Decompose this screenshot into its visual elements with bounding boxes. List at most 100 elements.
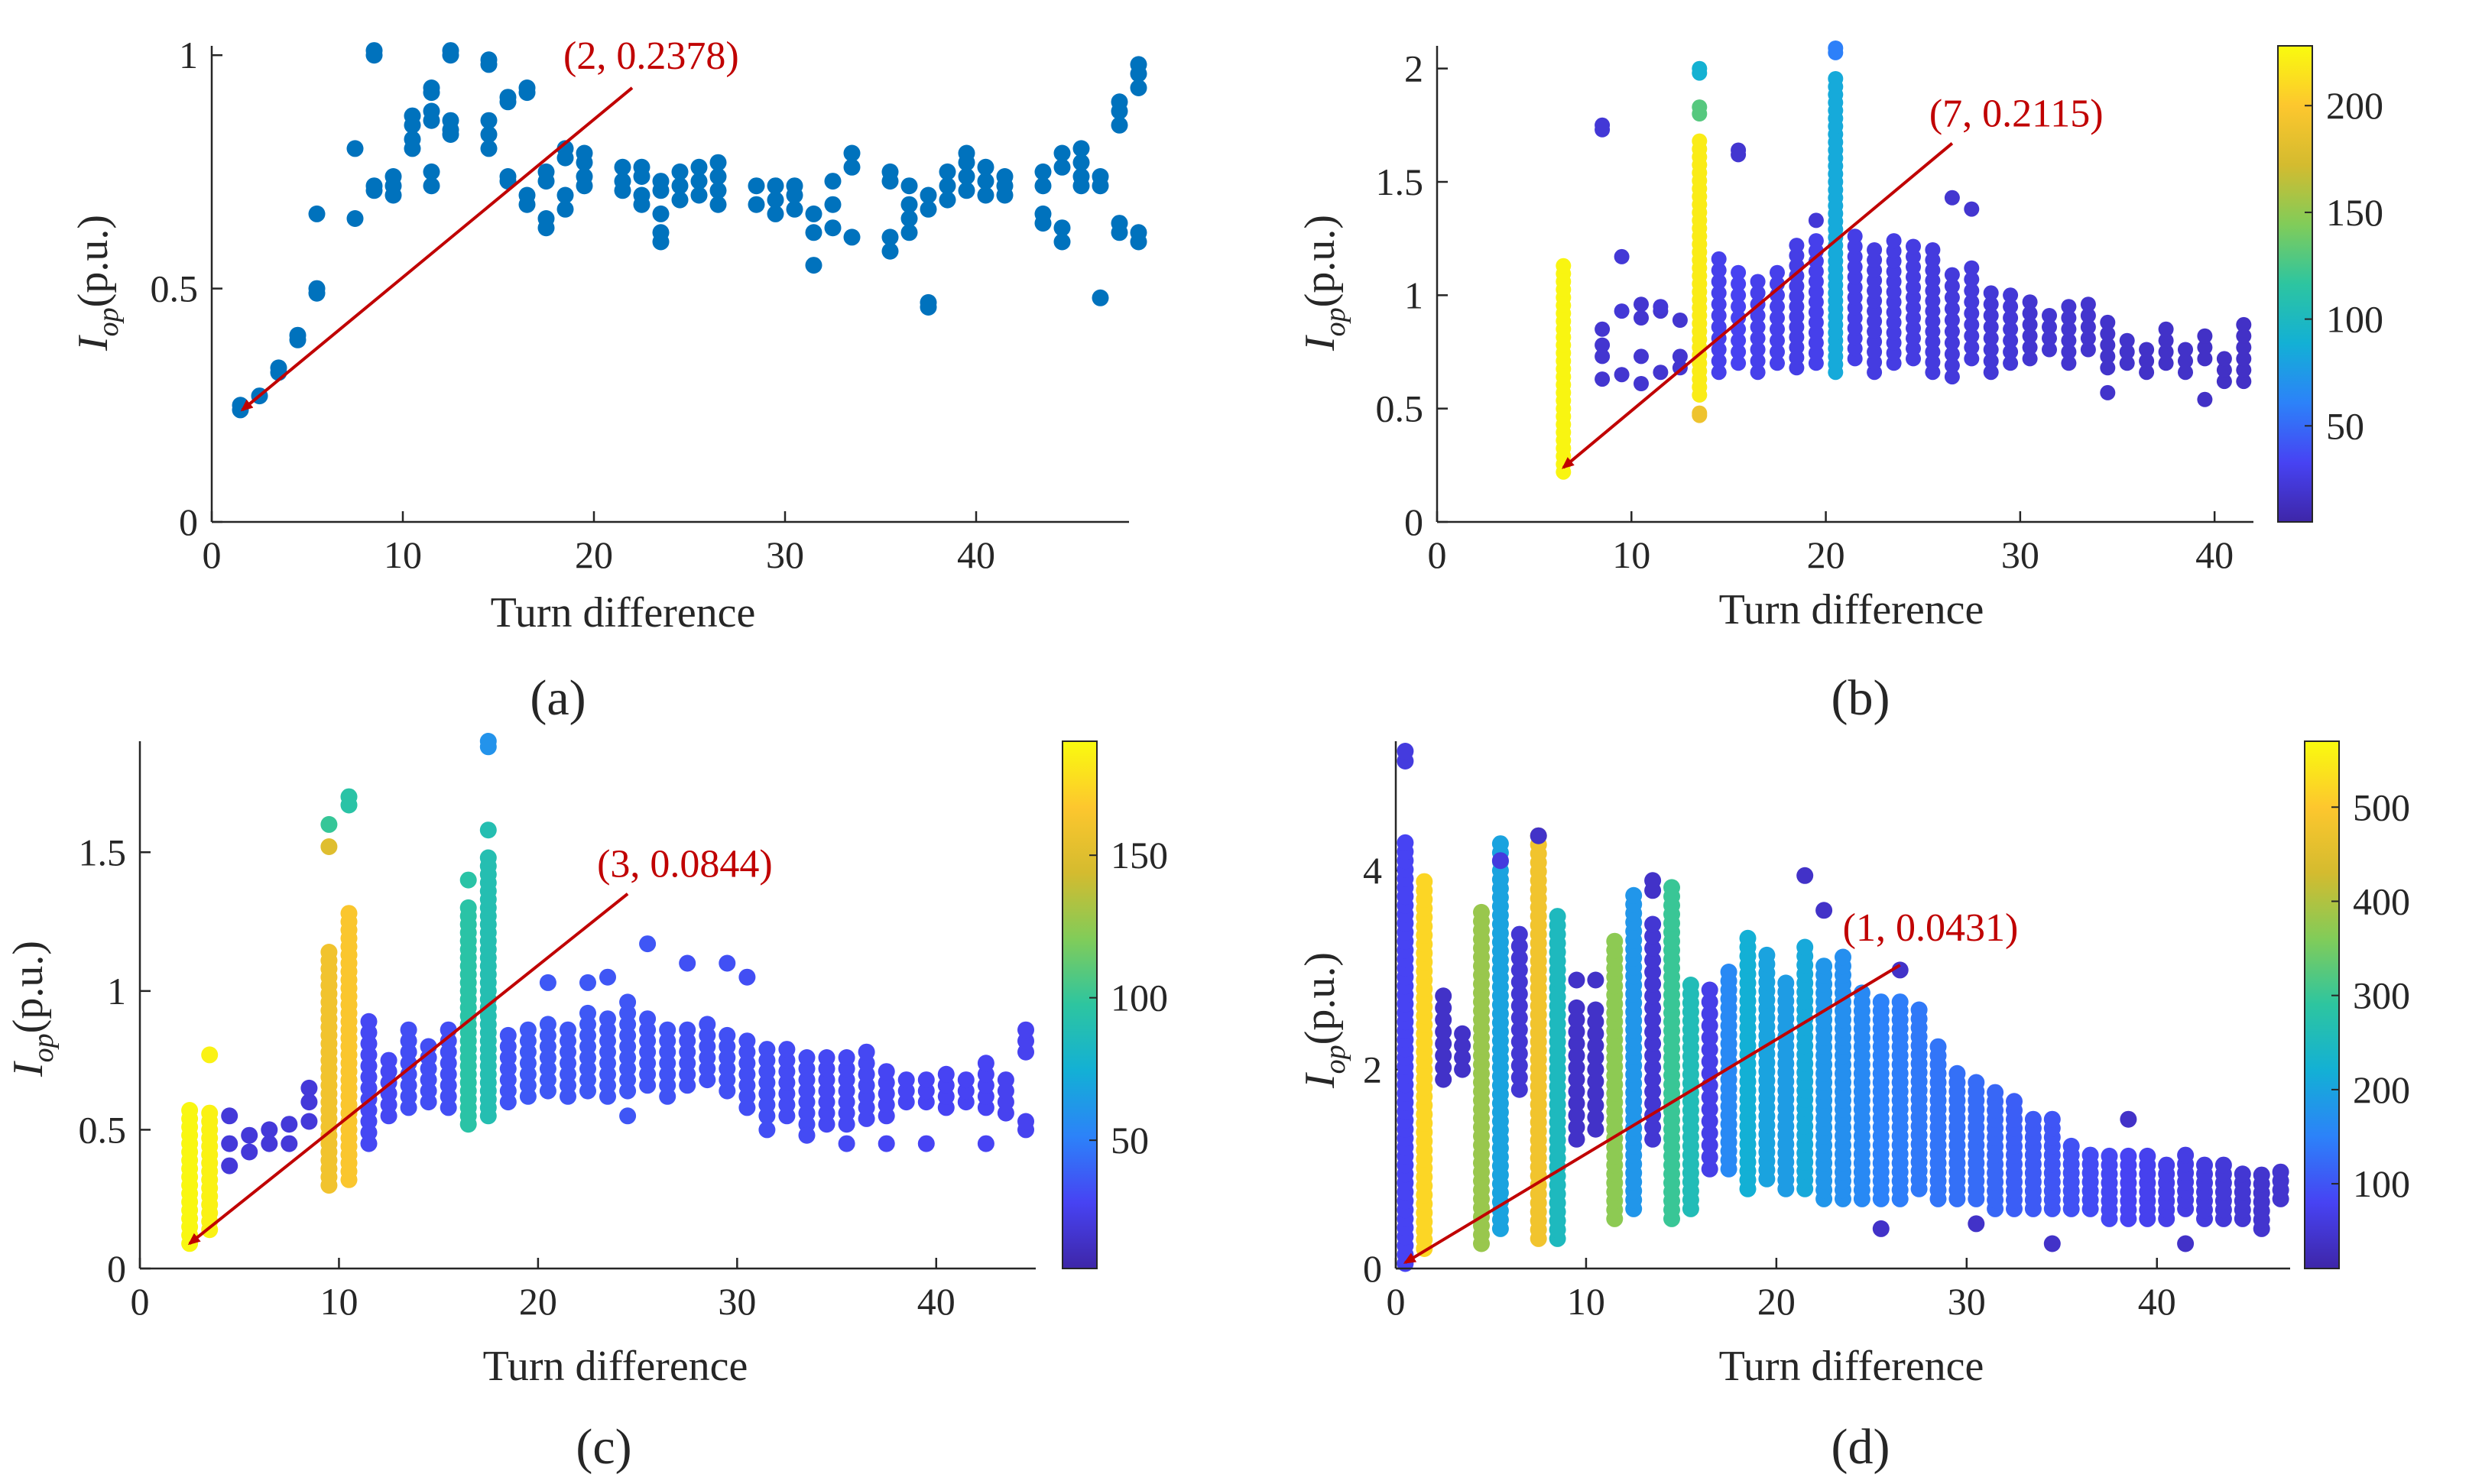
panel-a-point bbox=[843, 144, 861, 162]
panel-d-point bbox=[1644, 1011, 1662, 1029]
panel-b-point bbox=[2003, 332, 2019, 348]
panel-c-marks bbox=[181, 733, 1034, 1252]
panel-d-point bbox=[1796, 867, 1814, 884]
panel-a-point bbox=[480, 112, 498, 129]
panel-b-point bbox=[1770, 299, 1785, 315]
panel-b-point bbox=[1595, 122, 1611, 138]
panel-d-point bbox=[1644, 1083, 1662, 1100]
panel-b-colorbar-tick-label: 150 bbox=[2326, 191, 2383, 234]
panel-b-colorbar-tick-label: 100 bbox=[2326, 298, 2383, 341]
panel-d-point bbox=[1435, 1035, 1452, 1052]
panel-a-point bbox=[805, 224, 822, 241]
panel-d-point bbox=[1644, 939, 1662, 957]
panel-b-point bbox=[2080, 330, 2096, 346]
panel-b-point bbox=[1692, 65, 1708, 81]
panel-d-point bbox=[1644, 882, 1662, 899]
panel-b-point bbox=[2061, 344, 2077, 360]
panel-d-xtick-label: 40 bbox=[2138, 1280, 2176, 1323]
panel-c-point bbox=[281, 1135, 298, 1152]
panel-c-point bbox=[619, 993, 637, 1011]
panel-b-xtick-label: 30 bbox=[2001, 533, 2039, 576]
panel-a-point bbox=[1072, 154, 1090, 171]
panel-c-point bbox=[619, 1107, 637, 1125]
panel-c-point bbox=[221, 1135, 238, 1152]
panel-c-point bbox=[738, 968, 756, 986]
panel-b-point bbox=[2236, 351, 2252, 367]
panel-d-point bbox=[1625, 886, 1643, 904]
panel-d-point bbox=[1929, 1038, 1947, 1055]
panel-a-point bbox=[996, 168, 1014, 185]
panel-d-point bbox=[2062, 1137, 2080, 1155]
panel-a-ytick-label: 0 bbox=[179, 501, 198, 543]
panel-b-point bbox=[2119, 355, 2135, 371]
panel-a-point bbox=[977, 186, 994, 204]
panel-b-ylabel-main: I bbox=[1296, 335, 1344, 352]
panel-d-point bbox=[1491, 852, 1509, 870]
panel-a-point bbox=[384, 168, 402, 185]
panel-d-point bbox=[1796, 938, 1814, 956]
panel-c-point bbox=[719, 1026, 736, 1044]
panel-c-point bbox=[300, 1113, 318, 1130]
panel-a-point bbox=[423, 163, 440, 180]
panel-d-point bbox=[1454, 1049, 1471, 1066]
panel-a-point bbox=[652, 224, 670, 241]
panel-d-point bbox=[1510, 938, 1528, 955]
panel-d-point bbox=[1510, 1045, 1528, 1062]
panel-b-point bbox=[2022, 306, 2038, 322]
panel-a-point bbox=[1053, 233, 1071, 251]
panel-a-xtick-label: 20 bbox=[575, 533, 613, 576]
panel-d-point bbox=[1587, 1120, 1604, 1138]
panel-b-point bbox=[2022, 351, 2038, 367]
panel-b-point bbox=[1983, 319, 1999, 335]
panel-b-point bbox=[1944, 267, 1960, 283]
panel-a-annotation: (2, 0.2378) bbox=[240, 34, 739, 412]
panel-a-point bbox=[423, 177, 440, 195]
panel-b-point bbox=[2197, 391, 2213, 407]
panel-c-axes bbox=[138, 741, 1036, 1270]
panel-d-xlabel: Turn difference bbox=[1719, 1343, 1984, 1390]
panel-a-point bbox=[1130, 56, 1147, 73]
panel-c-point bbox=[758, 1041, 776, 1058]
panel-a-label: (a) bbox=[530, 670, 586, 726]
panel-b-ytick-label: 1 bbox=[1404, 274, 1423, 316]
panel-d-point bbox=[1815, 957, 1833, 975]
panel-b-point bbox=[1692, 99, 1708, 115]
panel-c-point bbox=[241, 1143, 258, 1161]
panel-b-point bbox=[2178, 365, 2193, 381]
panel-b-point bbox=[2158, 321, 2174, 337]
panel-d-point bbox=[1510, 985, 1528, 1003]
panel-b-point bbox=[1944, 301, 1960, 317]
panel-d-point bbox=[1510, 1081, 1528, 1098]
panel-d-point bbox=[1644, 1119, 1662, 1136]
panel-d-point bbox=[1510, 1057, 1528, 1074]
panel-c-point bbox=[917, 1135, 935, 1152]
panel-a-point bbox=[537, 163, 555, 180]
panel-b-point bbox=[1672, 348, 1688, 365]
panel-b-point bbox=[2061, 332, 2077, 348]
panel-b-axes bbox=[1436, 46, 2253, 523]
panel-b-point bbox=[2216, 362, 2232, 378]
panel-c-point bbox=[917, 1071, 935, 1089]
panel-c-xtick-label: 20 bbox=[519, 1280, 557, 1323]
panel-c-ticks: 0 10 20 30 40 0 0.5 1 1.5 bbox=[79, 831, 955, 1323]
panel-d-point bbox=[1510, 974, 1528, 991]
panel-c-point bbox=[499, 1026, 517, 1044]
panel-b-point bbox=[1964, 339, 1980, 355]
panel-b-point bbox=[2061, 310, 2077, 326]
panel-d-point bbox=[1587, 1097, 1604, 1114]
panel-b-point bbox=[1731, 299, 1747, 315]
panel-d-annotation: (1, 0.0431) bbox=[1403, 906, 2018, 1264]
panel-a-point bbox=[480, 140, 498, 157]
panel-b-point bbox=[1983, 353, 1999, 369]
panel-d-point bbox=[1701, 1124, 1718, 1142]
panel-c-point bbox=[977, 1055, 994, 1072]
panel-c-point bbox=[679, 1021, 696, 1038]
panel-b-point bbox=[1944, 313, 1960, 328]
panel-a-point bbox=[709, 182, 727, 199]
panel-b-point bbox=[1770, 355, 1785, 371]
panel-b-point bbox=[1983, 365, 1999, 381]
panel-b-point bbox=[1770, 264, 1785, 280]
panel-d-point bbox=[1568, 1023, 1585, 1041]
panel-a-point bbox=[900, 177, 918, 195]
panel-d-point bbox=[1549, 908, 1566, 925]
